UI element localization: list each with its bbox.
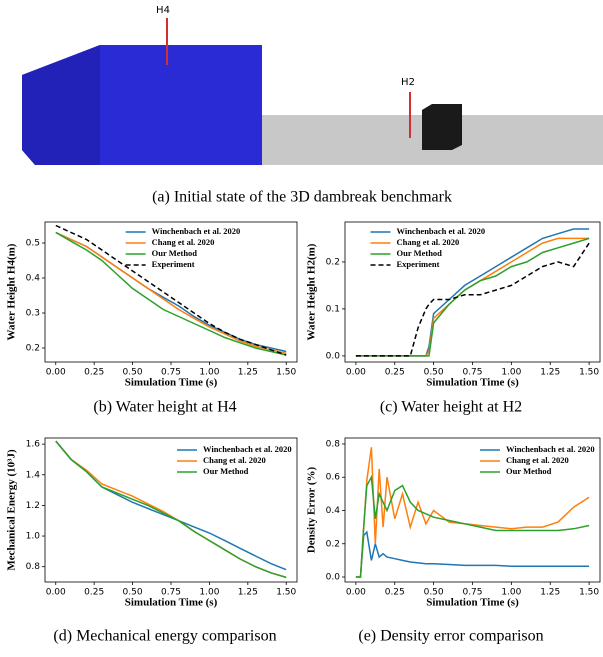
y-tick-label: 0.3 [26, 309, 40, 319]
legend-label: Our Method [397, 248, 443, 258]
probe-label: H4 [156, 5, 170, 16]
y-tick-label: 0.2 [326, 539, 340, 549]
caption: (d) Mechanical energy comparison [53, 628, 276, 645]
x-tick-label: 1.25 [540, 588, 560, 598]
y-tick-label: 0.2 [326, 257, 340, 267]
series-line [355, 530, 590, 578]
x-axis-label: Simulation Time (s) [125, 597, 218, 609]
y-tick-label: 0.2 [26, 344, 40, 354]
x-tick-label: 0.75 [161, 368, 181, 378]
x-tick-label: 0.75 [462, 368, 482, 378]
x-axis-label: Simulation Time (s) [426, 377, 519, 389]
legend-label: Winchenbach et al. 2020 [152, 226, 241, 236]
y-tick-label: 0.5 [26, 239, 40, 249]
x-tick-label: 0.75 [161, 588, 181, 598]
x-tick-label: 1.25 [238, 588, 258, 598]
series-line [355, 447, 590, 578]
legend-label: Chang et al. 2020 [506, 455, 569, 465]
legend-label: Winchenbach et al. 2020 [397, 226, 486, 236]
x-axis-label: Simulation Time (s) [125, 377, 218, 389]
x-tick-label: 0.50 [123, 588, 143, 598]
x-tick-label: 1.50 [276, 368, 296, 378]
obstacle [422, 104, 462, 150]
x-tick-label: 1.50 [276, 588, 296, 598]
caption: (c) Water height at H2 [380, 399, 522, 416]
y-tick-label: 1.2 [26, 501, 40, 511]
x-tick-label: 0.50 [123, 368, 143, 378]
caption: (b) Water height at H4 [93, 399, 236, 416]
water-block-side [22, 45, 100, 165]
y-tick-label: 0.4 [26, 274, 41, 284]
series-line [55, 440, 287, 579]
y-tick-label: 0.4 [326, 506, 341, 516]
legend-label: Our Method [506, 466, 552, 476]
legend-label: Experiment [152, 259, 195, 269]
legend-label: Winchenbach et al. 2020 [506, 444, 595, 454]
series-line [55, 224, 287, 356]
y-tick-label: 0.8 [26, 562, 41, 572]
y-tick-label: 0.8 [326, 439, 341, 449]
legend-label: Chang et al. 2020 [203, 455, 266, 465]
x-tick-label: 0.25 [385, 588, 405, 598]
x-tick-label: 0.50 [424, 368, 444, 378]
x-tick-label: 0.25 [84, 588, 104, 598]
legend-label: Chang et al. 2020 [397, 237, 460, 247]
y-tick-label: 0.1 [326, 304, 340, 314]
scene: H4 H2 [22, 5, 603, 165]
series-line [355, 237, 590, 357]
y-axis-label: Water Height H4(m) [6, 243, 18, 340]
series-line [355, 474, 590, 578]
legend-label: Experiment [397, 259, 440, 269]
x-axis-label: Simulation Time (s) [426, 597, 519, 609]
series-line [355, 237, 590, 357]
x-tick-label: 0.25 [84, 368, 104, 378]
x-tick-label: 0.00 [346, 368, 366, 378]
y-tick-label: 1.0 [26, 532, 41, 542]
x-tick-label: 1.50 [579, 588, 599, 598]
x-tick-label: 0.00 [346, 588, 366, 598]
caption: (a) Initial state of the 3D dambreak ben… [152, 189, 452, 206]
x-tick-label: 1.00 [199, 368, 219, 378]
y-axis-label: Water Height H2(m) [306, 243, 318, 340]
y-axis-label: Mechanical Energy (10³J) [6, 449, 18, 571]
y-tick-label: 1.4 [26, 470, 41, 480]
x-tick-label: 1.00 [501, 368, 521, 378]
legend-label: Our Method [203, 466, 249, 476]
caption: (e) Density error comparison [358, 628, 543, 645]
x-tick-label: 1.25 [540, 368, 560, 378]
legend-label: Winchenbach et al. 2020 [203, 444, 292, 454]
x-tick-label: 0.00 [46, 368, 66, 378]
series-line [355, 228, 590, 357]
x-tick-label: 0.75 [462, 588, 482, 598]
series-line [55, 231, 287, 356]
x-tick-label: 1.00 [501, 588, 521, 598]
probe-label: H2 [401, 77, 415, 88]
x-tick-label: 0.25 [385, 368, 405, 378]
series-line [55, 231, 287, 355]
legend-label: Our Method [152, 248, 198, 258]
y-tick-label: 0.0 [326, 351, 341, 361]
x-tick-label: 1.50 [579, 368, 599, 378]
x-tick-label: 0.50 [424, 588, 444, 598]
series-line [355, 242, 590, 357]
x-tick-label: 0.00 [46, 588, 66, 598]
x-tick-label: 1.25 [238, 368, 258, 378]
y-tick-label: 0.6 [326, 473, 341, 483]
y-tick-label: 0.0 [326, 573, 341, 583]
x-tick-label: 1.00 [199, 588, 219, 598]
y-axis-label: Density Error (%) [306, 466, 318, 553]
y-tick-label: 1.6 [26, 440, 41, 450]
legend-label: Chang et al. 2020 [152, 237, 215, 247]
